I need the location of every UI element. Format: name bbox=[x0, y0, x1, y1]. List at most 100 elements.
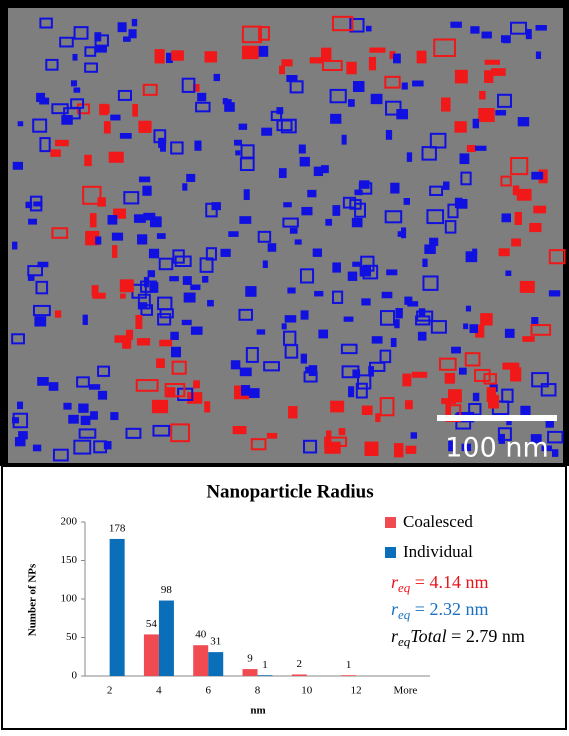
particle bbox=[548, 249, 566, 265]
plot: 0 50 100 150 200 2 4 6 8 10 12 More 54 40 9 2 1 178 98 31 1 C… bbox=[61, 512, 525, 697]
annotation-suffix: Total bbox=[410, 626, 446, 646]
particle bbox=[397, 231, 403, 237]
particle bbox=[17, 121, 24, 127]
particle bbox=[128, 29, 137, 39]
particle bbox=[94, 46, 107, 53]
particle bbox=[73, 439, 92, 455]
particle bbox=[119, 279, 134, 293]
particle bbox=[91, 285, 99, 297]
particle bbox=[404, 400, 413, 410]
particle bbox=[166, 52, 173, 64]
particle bbox=[332, 205, 341, 216]
particle bbox=[27, 274, 35, 281]
bar bbox=[341, 675, 357, 676]
particle bbox=[329, 88, 347, 104]
particle bbox=[495, 110, 507, 116]
particle bbox=[187, 392, 203, 404]
particle bbox=[90, 411, 98, 420]
particle bbox=[501, 213, 511, 223]
data-label: 31 bbox=[210, 636, 221, 648]
data-label: 178 bbox=[109, 522, 126, 534]
particle bbox=[123, 36, 131, 42]
data-label: 54 bbox=[146, 618, 158, 630]
x-tick-label: 8 bbox=[255, 685, 261, 697]
particle bbox=[307, 189, 317, 198]
particle bbox=[147, 270, 156, 278]
particle bbox=[407, 301, 419, 307]
particle bbox=[465, 251, 478, 263]
particle bbox=[396, 109, 409, 120]
x-tick-label: 2 bbox=[107, 685, 113, 697]
particle bbox=[298, 144, 306, 154]
particle bbox=[39, 17, 53, 29]
particle bbox=[424, 244, 436, 254]
particle bbox=[541, 445, 553, 452]
particle bbox=[159, 339, 173, 347]
particle bbox=[365, 25, 372, 32]
particle bbox=[119, 133, 132, 139]
particle bbox=[510, 367, 522, 382]
particle bbox=[529, 222, 542, 233]
particle bbox=[379, 349, 392, 364]
particle bbox=[170, 141, 184, 155]
y-tick-label: 0 bbox=[72, 670, 78, 682]
particle bbox=[152, 424, 171, 437]
bar bbox=[143, 634, 159, 676]
particle bbox=[530, 324, 552, 336]
particle bbox=[238, 308, 254, 321]
particle bbox=[250, 438, 267, 451]
particle bbox=[88, 384, 101, 390]
y-tick-label: 50 bbox=[66, 631, 78, 643]
particle bbox=[287, 287, 296, 294]
particle bbox=[470, 26, 480, 34]
particle bbox=[241, 25, 262, 44]
particle bbox=[384, 210, 403, 224]
particle bbox=[278, 65, 285, 75]
particle bbox=[25, 201, 33, 209]
particle bbox=[230, 360, 241, 370]
particle bbox=[32, 444, 42, 452]
particle bbox=[312, 248, 322, 257]
particle bbox=[468, 403, 482, 416]
particle bbox=[80, 415, 91, 426]
particle bbox=[454, 69, 468, 84]
particle bbox=[385, 129, 393, 140]
particle bbox=[516, 188, 532, 201]
particle bbox=[102, 104, 110, 114]
particle bbox=[39, 97, 50, 105]
particle bbox=[192, 84, 200, 92]
x-tick-label: More bbox=[393, 685, 417, 697]
particle bbox=[157, 296, 173, 311]
particles bbox=[11, 15, 566, 462]
particle bbox=[97, 197, 106, 207]
particle bbox=[243, 189, 250, 201]
particle bbox=[354, 189, 363, 196]
particle bbox=[284, 315, 297, 323]
particle bbox=[136, 338, 151, 346]
particle bbox=[505, 270, 512, 276]
particle bbox=[484, 59, 500, 65]
particle bbox=[497, 93, 512, 108]
particle bbox=[444, 220, 457, 234]
particle bbox=[103, 441, 112, 450]
particle bbox=[314, 290, 324, 297]
particle bbox=[459, 367, 467, 375]
particle bbox=[412, 80, 424, 87]
particle bbox=[220, 248, 231, 257]
particle bbox=[54, 139, 69, 147]
annotation-text: = 2.79 nm bbox=[447, 626, 525, 646]
particle bbox=[393, 53, 401, 64]
annotation: reqTotal = 2.79 nm bbox=[391, 626, 525, 649]
particle bbox=[143, 212, 156, 221]
particle bbox=[35, 280, 49, 295]
particle bbox=[82, 185, 102, 205]
particle bbox=[12, 412, 29, 429]
particle bbox=[463, 323, 469, 330]
annotation: req = 4.14 nm bbox=[391, 572, 488, 595]
particle bbox=[472, 118, 480, 129]
particle bbox=[138, 120, 152, 133]
particle bbox=[422, 258, 428, 267]
particle bbox=[73, 26, 89, 40]
particle bbox=[348, 99, 355, 107]
